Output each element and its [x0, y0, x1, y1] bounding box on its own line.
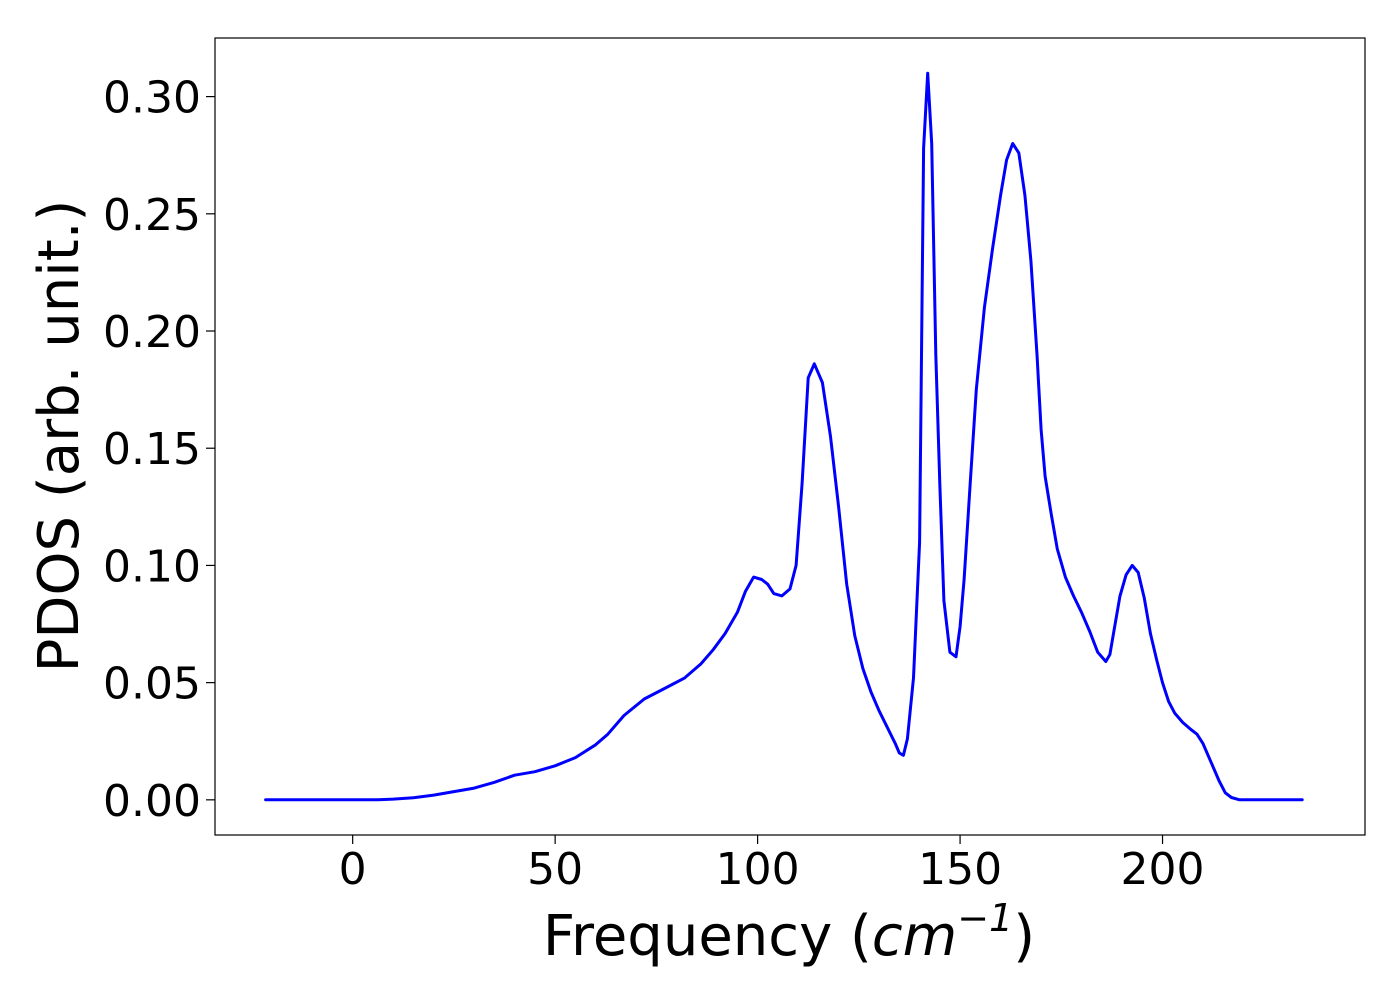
y-axis-ticks: 0.00 0.05 0.10 0.15 0.20 0.25 0.30: [103, 73, 215, 827]
plot-frame: [214, 37, 1366, 836]
x-tick-label: 150: [918, 844, 1002, 895]
y-tick-label: 0.15: [103, 424, 201, 475]
pdos-series-line-0: [264, 71, 1304, 802]
x-tick-label: 200: [1121, 844, 1205, 895]
x-tick-label: 0: [339, 844, 367, 895]
y-tick-label: 0.00: [103, 776, 201, 827]
y-tick-label: 0.05: [103, 659, 201, 710]
x-axis-label-prefix: Frequency (: [543, 904, 872, 969]
y-tick-label: 0.10: [103, 541, 201, 592]
y-tick-label: 0.30: [103, 73, 201, 124]
y-tick-label: 0.25: [103, 190, 201, 241]
x-axis-label-exponent: −1: [957, 896, 1013, 940]
x-axis-label: Frequency (cm−1): [543, 896, 1035, 969]
x-axis-ticks: 0 50 100 150 200: [339, 835, 1205, 895]
plot-area: [214, 37, 1366, 836]
x-tick-label: 100: [716, 844, 800, 895]
x-axis-label-unit: cm: [872, 904, 957, 969]
y-axis-label: PDOS (arb. unit.): [27, 200, 92, 673]
x-axis-label-suffix: ): [1013, 904, 1035, 969]
x-tick-label: 50: [527, 844, 583, 895]
y-tick-label: 0.20: [103, 307, 201, 358]
